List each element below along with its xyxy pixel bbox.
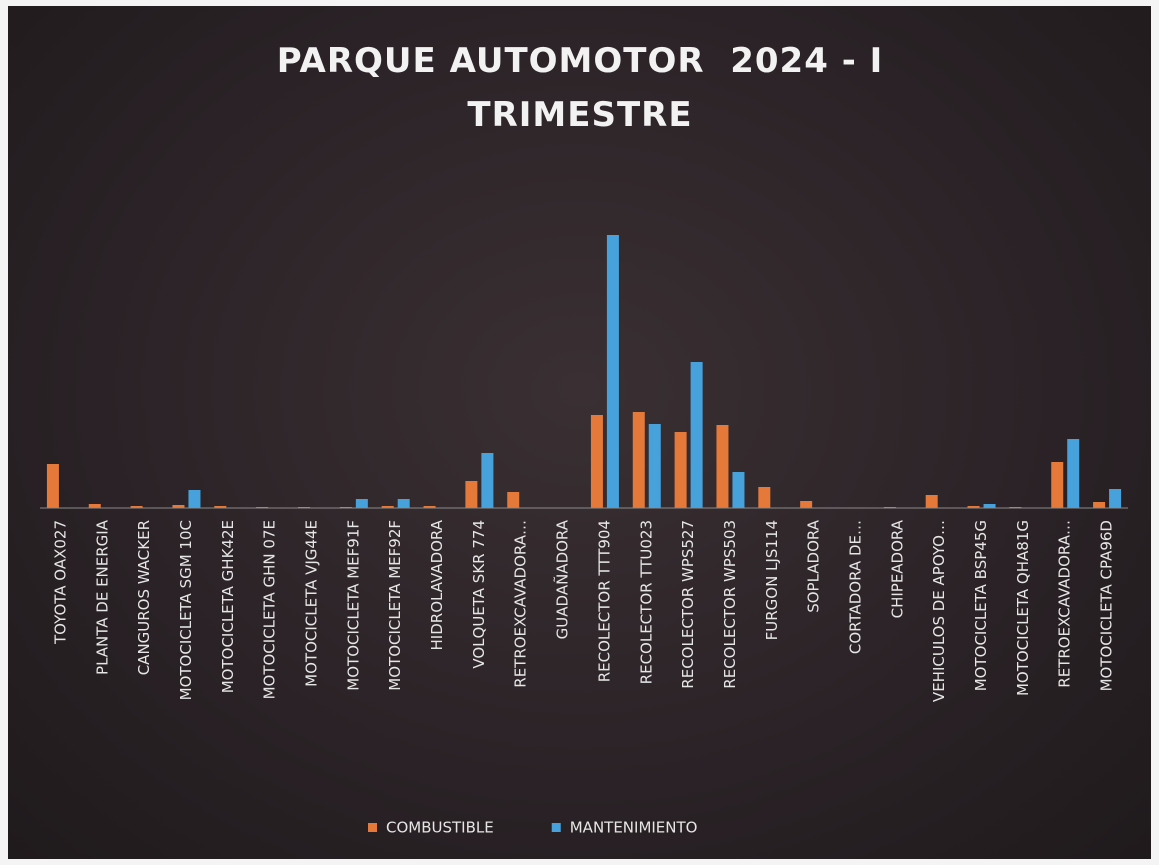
x-tick-label: RETROEXCAVADORA… xyxy=(1056,520,1074,688)
x-tick-label: MOTOCICLETA GHK42E xyxy=(219,520,237,693)
x-tick-label: CHIPEADORA xyxy=(888,519,906,618)
x-tick-label: RECOLECTOR WPS503 xyxy=(721,520,739,689)
chart-title: PARQUE AUTOMOTOR 2024 - I TRIMESTRE xyxy=(276,41,897,135)
x-tick-label: MOTOCICLETA MEF91F xyxy=(344,520,362,691)
x-tick-label: MOTOCICLETA GHN 07E xyxy=(261,520,279,699)
x-tick-label: SOPLADORA xyxy=(805,519,823,613)
x-tick-label: VEHICULOS DE APOYO… xyxy=(930,520,948,702)
bar xyxy=(188,490,201,508)
bar xyxy=(1109,489,1122,508)
bar xyxy=(214,506,227,508)
bar xyxy=(800,501,813,508)
x-tick-label: TOYOTA OAX027 xyxy=(51,520,69,645)
x-tick-label: MOTOCICLETA SGM 10C xyxy=(177,520,195,700)
chart-background xyxy=(8,6,1151,859)
bar xyxy=(732,472,745,508)
bar xyxy=(606,235,619,508)
x-tick-label: RETROEXCAVADORA… xyxy=(512,520,530,688)
x-tick-label: FURGON LJS114 xyxy=(763,520,781,640)
x-tick-label: RECOLECTOR TTU023 xyxy=(637,520,655,684)
x-tick-label: GUADAÑADORA xyxy=(553,519,572,639)
x-tick-label: VOLQUETA SKR 774 xyxy=(470,520,488,669)
x-tick-label: MOTOCICLETA VJG44E xyxy=(303,520,321,687)
x-tick-label: MOTOCICLETA QHA81G xyxy=(1014,520,1032,696)
legend-label: COMBUSTIBLE xyxy=(386,819,494,837)
legend-swatch xyxy=(551,823,561,832)
x-tick-label: PLANTA DE ENERGIA xyxy=(93,519,111,675)
bar xyxy=(381,506,394,508)
bar xyxy=(674,432,687,508)
bar xyxy=(88,504,101,508)
bar xyxy=(590,415,603,508)
legend-label: MANTENIMIENTO xyxy=(570,819,698,837)
bar xyxy=(632,412,645,508)
bar xyxy=(758,487,771,508)
bar xyxy=(690,362,703,508)
x-tick-label: RECOLECTOR WPS527 xyxy=(679,520,697,689)
legend-swatch xyxy=(368,823,377,832)
x-tick-label: CORTADORA DE… xyxy=(847,520,865,654)
x-tick-label: CANGUROS WACKER xyxy=(135,520,153,675)
x-tick-label: MOTOCICLETA CPA96D xyxy=(1098,520,1116,691)
bar xyxy=(1051,462,1064,508)
bar xyxy=(130,506,143,508)
bar xyxy=(1093,502,1106,508)
bar xyxy=(507,492,520,508)
x-tick-label: MOTOCICLETA BSP45G xyxy=(972,520,990,691)
bar xyxy=(983,504,996,508)
bar xyxy=(465,481,478,508)
x-tick-label: HIDROLAVADORA xyxy=(428,519,446,650)
bar xyxy=(1067,439,1080,508)
bar xyxy=(925,495,938,508)
bar xyxy=(46,464,59,508)
bar xyxy=(355,499,368,508)
bar xyxy=(397,499,410,508)
bar xyxy=(967,506,980,508)
bar xyxy=(423,506,436,508)
x-tick-label: RECOLECTOR TTT904 xyxy=(595,520,613,682)
bar xyxy=(172,505,185,508)
bar xyxy=(481,453,494,508)
bar xyxy=(648,424,661,508)
x-tick-label: MOTOCICLETA MEF92F xyxy=(386,520,404,691)
bar xyxy=(716,425,729,508)
